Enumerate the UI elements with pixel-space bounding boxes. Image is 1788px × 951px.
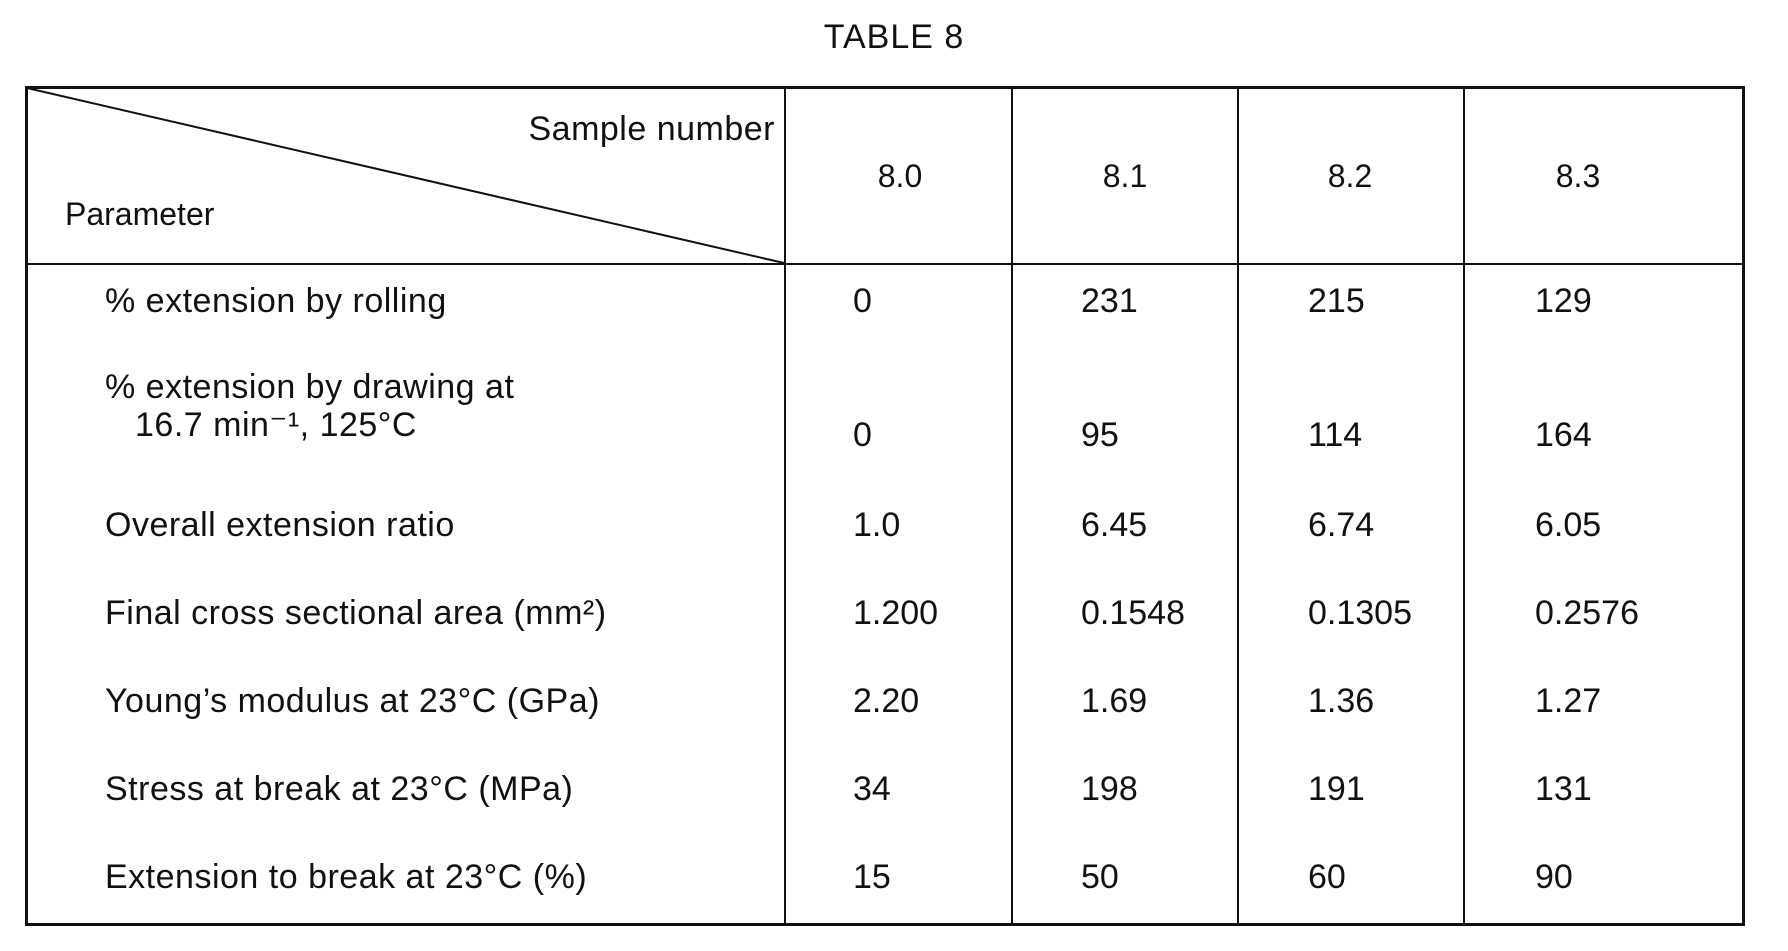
table-frame	[25, 86, 1745, 926]
table-cell: 0	[853, 282, 872, 320]
table-cell: 1.200	[853, 594, 939, 632]
table-cell: 6.05	[1535, 506, 1602, 544]
table-cell: 1.36	[1308, 682, 1375, 720]
row-label: % extension by rolling	[105, 282, 447, 321]
row-label-text: % extension by drawing at	[105, 368, 515, 406]
header-diagonal-line	[26, 87, 785, 264]
table-cell: 90	[1535, 858, 1573, 896]
row-label: % extension by drawing at 16.7 min⁻¹, 12…	[105, 368, 514, 444]
table-cell: 0	[853, 416, 872, 454]
table-cell: 60	[1308, 858, 1346, 896]
column-divider	[1237, 86, 1239, 926]
sample-number-header: Sample number	[528, 110, 775, 148]
parameter-header: Parameter	[65, 196, 215, 232]
table-cell: 0.1305	[1308, 594, 1412, 632]
table-cell: 6.74	[1308, 506, 1375, 544]
table-cell: 1.27	[1535, 682, 1602, 720]
row-label-text: % extension by rolling	[105, 282, 447, 320]
table-cell: 191	[1308, 770, 1365, 808]
table-cell: 114	[1308, 416, 1363, 454]
header-divider	[25, 263, 1745, 265]
column-header: 8.3	[1555, 158, 1601, 194]
row-label: Overall extension ratio	[105, 506, 455, 545]
table-title: TABLE 8	[823, 18, 965, 56]
table-cell: 1.0	[853, 506, 901, 544]
row-label-text: Stress at break at 23°C (MPa)	[105, 770, 574, 808]
row-label-text: Final cross sectional area (mm²)	[105, 594, 607, 632]
column-divider	[784, 86, 786, 926]
table-cell: 2.20	[853, 682, 920, 720]
table-cell: 215	[1308, 282, 1365, 320]
column-divider	[1463, 86, 1465, 926]
table-cell: 129	[1535, 282, 1592, 320]
table-cell: 164	[1535, 416, 1592, 454]
column-divider	[1011, 86, 1013, 926]
row-label: Final cross sectional area (mm²)	[105, 594, 607, 633]
row-label-continuation: 16.7 min⁻¹, 125°C	[135, 406, 417, 444]
column-header: 8.1	[1102, 158, 1148, 194]
table-cell: 6.45	[1081, 506, 1148, 544]
row-label: Extension to break at 23°C (%)	[105, 858, 587, 897]
column-header: 8.2	[1327, 158, 1373, 194]
table-cell: 0.1548	[1081, 594, 1185, 632]
row-label: Young’s modulus at 23°C (GPa)	[105, 682, 600, 721]
table-cell: 1.69	[1081, 682, 1148, 720]
row-label-text: Extension to break at 23°C (%)	[105, 858, 588, 896]
row-label-text: Young’s modulus at 23°C (GPa)	[105, 682, 600, 720]
table-cell: 34	[853, 770, 891, 808]
table-cell: 95	[1081, 416, 1119, 454]
table-cell: 131	[1535, 770, 1592, 808]
row-label: Stress at break at 23°C (MPa)	[105, 770, 573, 809]
data-table: Sample number Parameter 8.0 8.1 8.2 8.3 …	[25, 86, 1745, 926]
table-cell: 15	[853, 858, 891, 896]
table-cell: 198	[1081, 770, 1138, 808]
table-cell: 231	[1081, 282, 1138, 320]
table-cell: 0.2576	[1535, 594, 1639, 632]
row-label-text: Overall extension ratio	[105, 506, 455, 544]
column-header: 8.0	[877, 158, 923, 194]
table-cell: 50	[1081, 858, 1119, 896]
